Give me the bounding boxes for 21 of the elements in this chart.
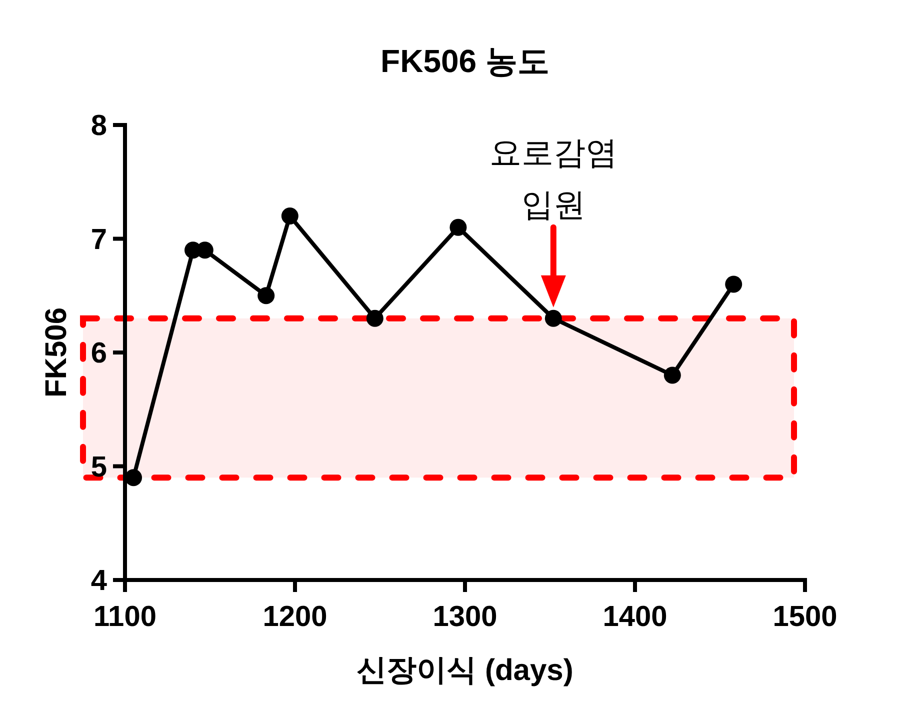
y-tick-label: 6 [90, 338, 107, 370]
y-axis-title: FK506 [40, 307, 73, 398]
point [366, 310, 384, 327]
x-tick-label: 1200 [262, 601, 328, 633]
x-tick-label: 1100 [94, 601, 156, 633]
point [725, 276, 742, 293]
point [450, 218, 467, 236]
point [281, 208, 298, 224]
y-tick-label: 4 [90, 565, 107, 597]
point [664, 366, 681, 384]
x-tick-label: 1400 [602, 601, 668, 633]
x-axis-title: 신장이식 (days) [356, 654, 574, 687]
chart-title: FK506 농도 [380, 43, 550, 79]
y-tick-label: 8 [90, 110, 107, 142]
point [125, 469, 142, 486]
x-tick-label: 1300 [432, 601, 498, 633]
point [258, 287, 275, 304]
x-tick-label: 1500 [772, 601, 838, 633]
y-tick-label: 7 [90, 224, 107, 256]
annotation: 요로감염 입원 [489, 134, 618, 222]
point [544, 310, 562, 327]
